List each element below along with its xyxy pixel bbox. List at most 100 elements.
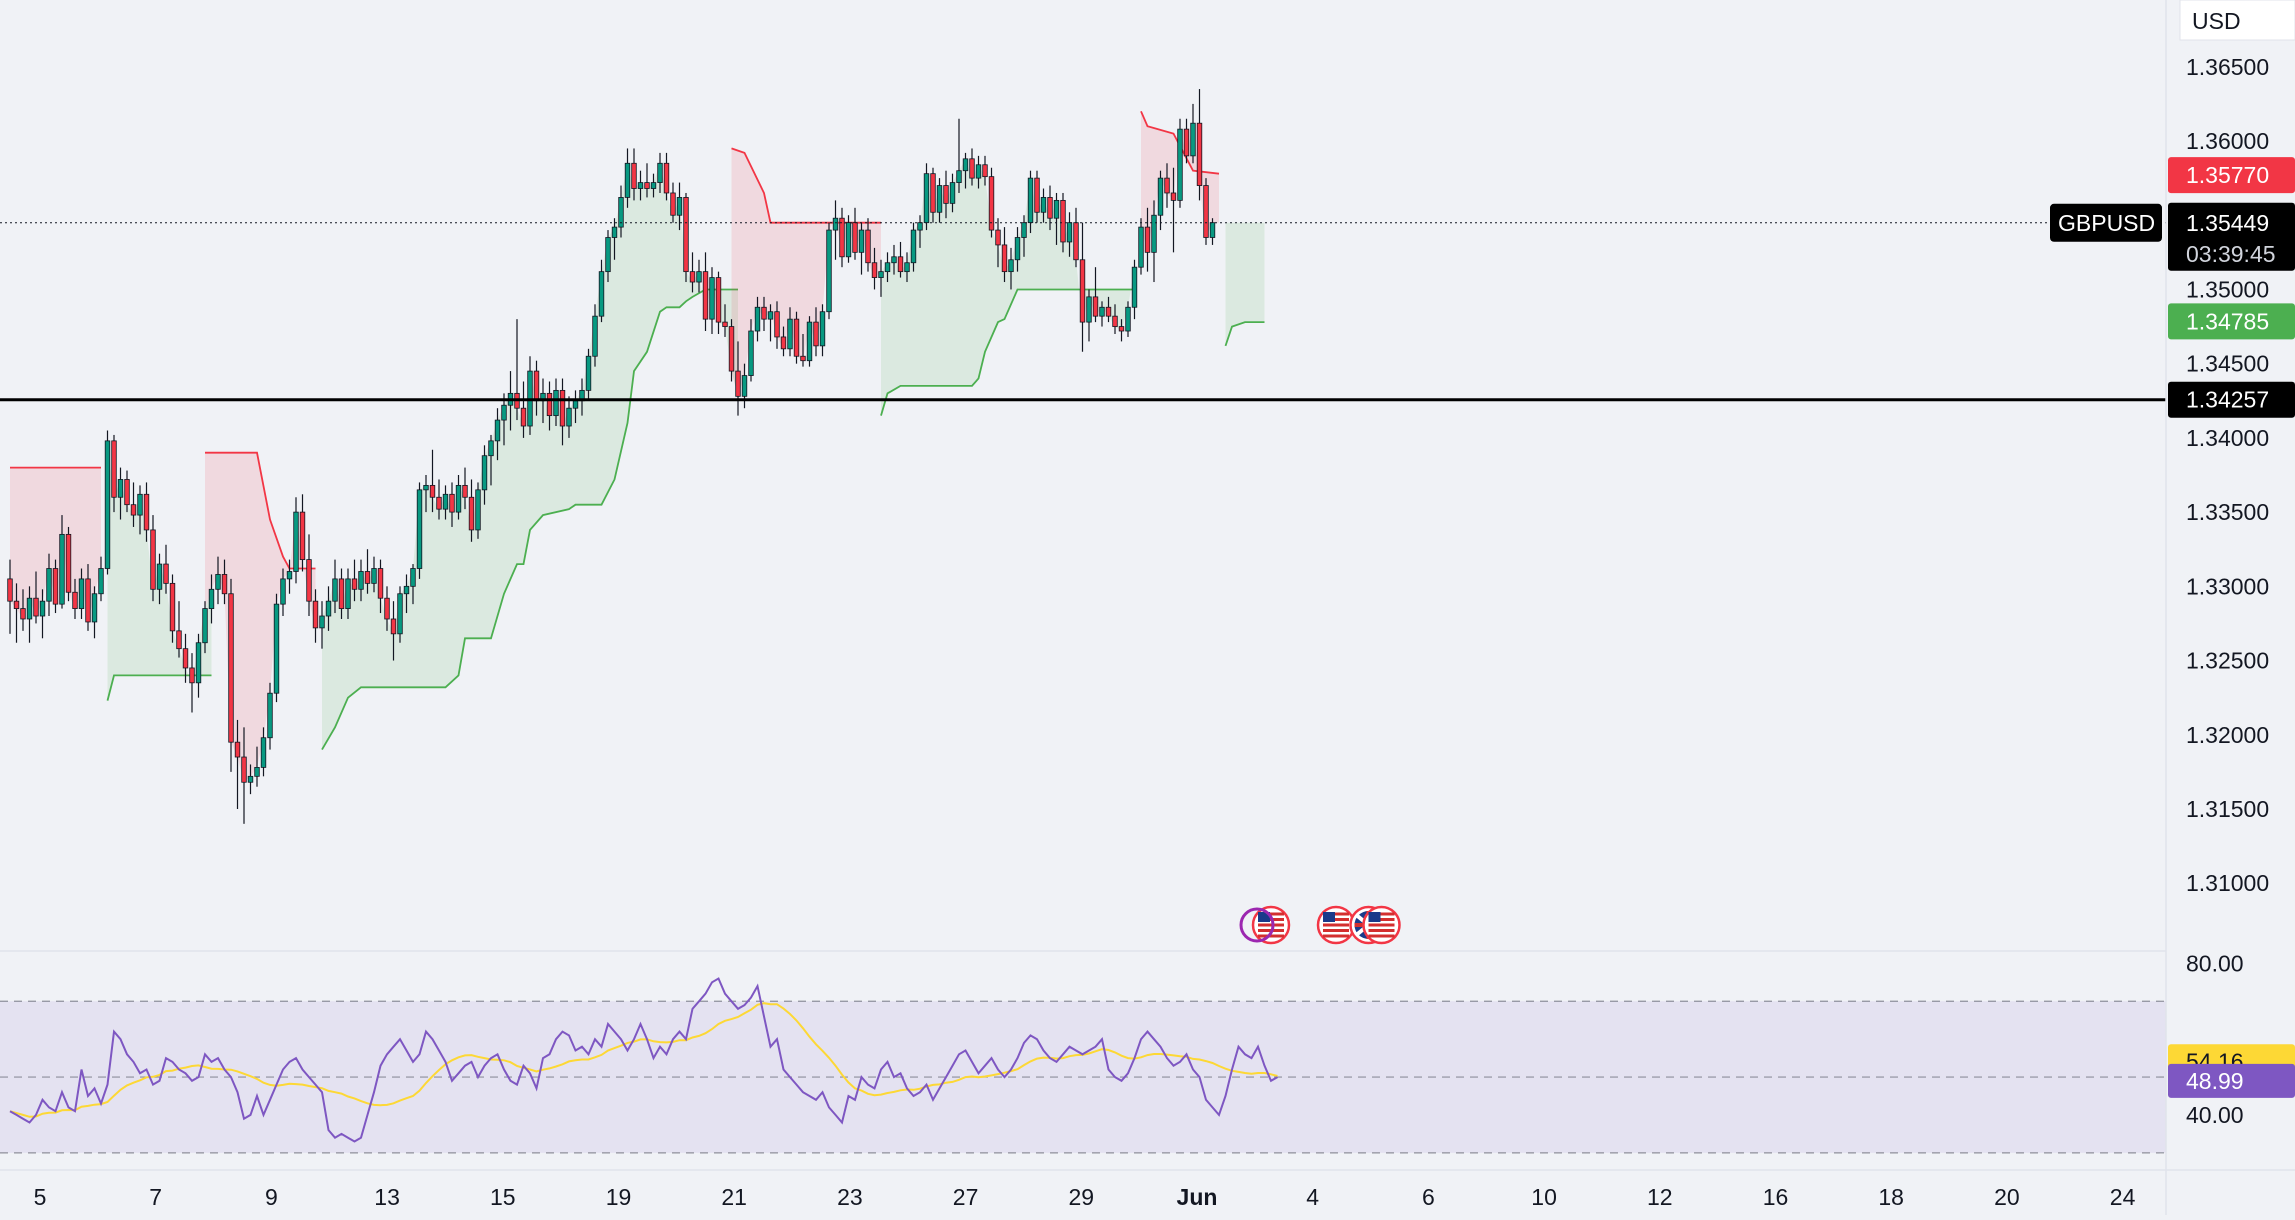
candle-body xyxy=(592,315,598,357)
supertrend-fill-down xyxy=(1141,111,1219,253)
candle-body xyxy=(1027,177,1034,224)
candle-body xyxy=(1073,222,1079,261)
horizontal-line-label-bg xyxy=(2168,381,2295,418)
candle-body xyxy=(312,600,319,629)
symbol-label: GBPUSD xyxy=(2058,210,2155,236)
time-tick-label: 27 xyxy=(953,1184,979,1210)
candle-body xyxy=(306,559,312,602)
candle-body xyxy=(410,568,416,587)
flag-stripe xyxy=(1323,912,1349,916)
flag-stripe xyxy=(1323,923,1349,927)
time-tick-label: 29 xyxy=(1069,1184,1095,1210)
rsi-value-label: 48.99 xyxy=(2186,1068,2244,1094)
countdown-label: 03:39:45 xyxy=(2186,241,2276,267)
supertrend-group xyxy=(10,110,1265,783)
candle-body xyxy=(1066,222,1073,243)
candle-body xyxy=(858,229,865,253)
candle-body xyxy=(832,217,839,231)
time-tick-label: 20 xyxy=(1994,1184,2020,1210)
time-tick-label: 12 xyxy=(1647,1184,1673,1210)
candle-body xyxy=(936,185,943,213)
time-tick-label: 21 xyxy=(721,1184,747,1210)
candle-body xyxy=(1209,222,1216,238)
candle-body xyxy=(1196,122,1203,186)
time-tick-label: 9 xyxy=(265,1184,278,1210)
candle-body xyxy=(273,603,280,694)
price-tick-label: 1.36000 xyxy=(2186,128,2269,154)
candle-body xyxy=(163,563,169,584)
flag-stripe xyxy=(1368,923,1395,927)
supertrend-line-up xyxy=(880,288,1135,416)
candle-body xyxy=(143,493,150,531)
candle-body xyxy=(995,229,1001,246)
candle-body xyxy=(111,440,117,498)
candle-body xyxy=(52,568,59,605)
rsi-tick-label: 80.00 xyxy=(2186,950,2244,976)
candle-body xyxy=(533,370,540,402)
candle-body xyxy=(956,170,962,183)
candle-body xyxy=(1086,296,1092,323)
candle-body xyxy=(169,582,176,632)
supertrend-fill-up xyxy=(881,158,1135,416)
supertrend-fill-up xyxy=(1225,222,1265,346)
horizontal-line-label: 1.34257 xyxy=(2186,387,2269,413)
candle-body xyxy=(156,563,163,590)
flag-stripe xyxy=(1258,934,1284,938)
moon-event-icon xyxy=(1239,907,1275,943)
candle-body xyxy=(715,277,722,323)
flag-stripe xyxy=(1368,929,1395,932)
candle-body xyxy=(98,568,104,595)
candle-body xyxy=(1203,185,1209,238)
candle-body xyxy=(319,615,325,629)
candle-body xyxy=(1001,244,1008,273)
candle-body xyxy=(189,667,195,684)
candle-body xyxy=(1138,226,1144,268)
price-tick-label: 1.36500 xyxy=(2186,54,2269,80)
candle-body xyxy=(124,479,130,506)
candle-body xyxy=(78,578,85,609)
candle-body xyxy=(397,593,403,635)
candle-body xyxy=(1118,326,1125,332)
candles-group xyxy=(7,89,1216,824)
candle-body xyxy=(20,608,26,620)
candle-body xyxy=(1157,177,1164,216)
candle-body xyxy=(338,578,345,609)
candle-body xyxy=(709,277,715,320)
candle-body xyxy=(1105,306,1112,317)
time-tick-label: 19 xyxy=(606,1184,632,1210)
candle-body xyxy=(904,262,910,273)
candle-body xyxy=(670,192,676,216)
candle-body xyxy=(13,600,20,609)
candle-body xyxy=(85,578,91,623)
candle-body xyxy=(813,321,819,347)
candle-body xyxy=(1177,128,1183,201)
flag-stripe xyxy=(1368,934,1395,938)
candle-body xyxy=(117,479,124,498)
rsi-tick-label: 40.00 xyxy=(2186,1102,2244,1128)
candle-body xyxy=(657,162,663,183)
candle-body xyxy=(423,484,429,491)
candle-body xyxy=(845,222,852,258)
candle-body xyxy=(345,578,351,609)
flag-us-icon xyxy=(1316,905,1356,945)
flag-us-icon xyxy=(1362,905,1401,945)
rsi-line xyxy=(9,977,1278,1143)
candle-body xyxy=(1125,306,1131,332)
candle-body xyxy=(826,229,832,313)
candle-body xyxy=(449,493,455,513)
flag-stripe xyxy=(1323,929,1349,932)
flag-stripe xyxy=(1258,923,1284,927)
supertrend-line-up xyxy=(106,674,212,701)
candle-body xyxy=(332,578,338,602)
candle-body xyxy=(774,311,780,338)
supertrend-lower-label: 1.34785 xyxy=(2186,308,2269,334)
candle-body xyxy=(618,197,624,228)
candle-body xyxy=(267,692,273,739)
candle-body xyxy=(325,600,332,617)
candle-body xyxy=(280,578,286,605)
candle-body xyxy=(358,571,364,590)
flag-stripe xyxy=(1323,918,1349,921)
candle-body xyxy=(1079,259,1086,323)
candle-body xyxy=(878,271,884,278)
